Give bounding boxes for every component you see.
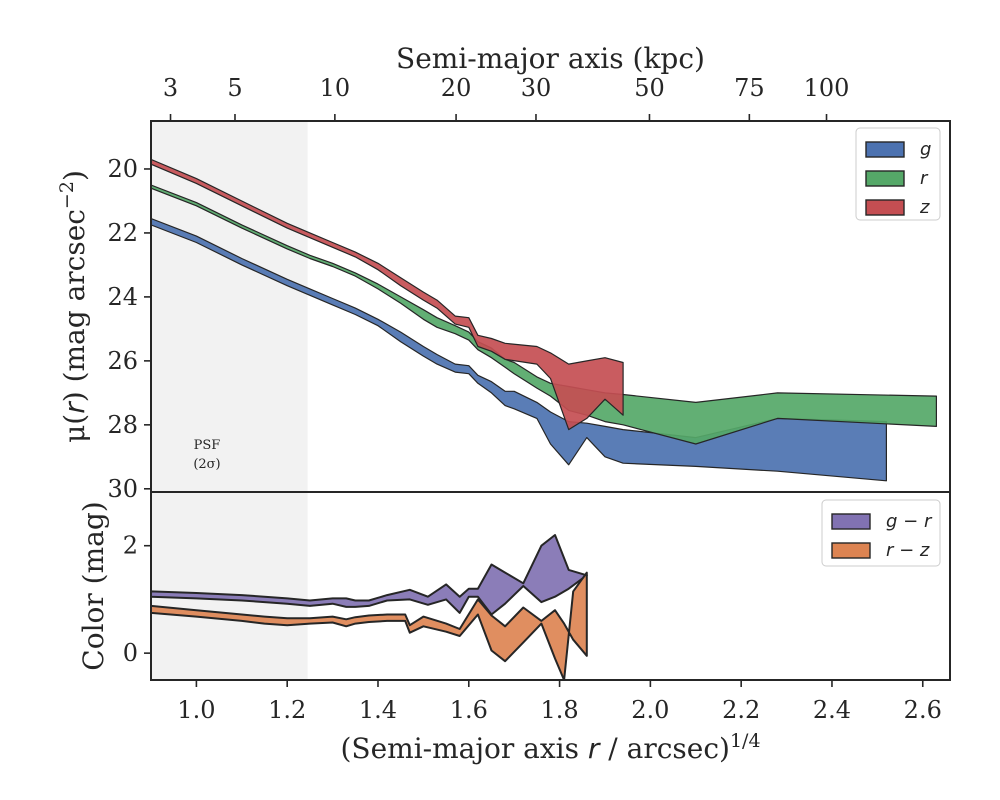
- band-legend-swatch: [865, 170, 905, 187]
- xtick-label: 1.4: [359, 696, 397, 724]
- band-g: [151, 217, 888, 482]
- kpc-tick-label: 100: [804, 74, 850, 102]
- kpc-tick-label: 75: [734, 74, 765, 102]
- kpc-tick-label: 20: [441, 74, 472, 102]
- kpc-tick-label: 10: [320, 74, 351, 102]
- color-ytick-label: 2: [123, 532, 138, 560]
- surface-brightness-axis-title: μ(r) (mag arcsec−2): [56, 170, 91, 443]
- radius-axis-title: (Semi-major axis r / arcsec)1/4: [340, 730, 760, 765]
- color-axis-title: Color (mag): [77, 501, 110, 670]
- color-legend: g − r r − z: [821, 499, 941, 567]
- color-legend-label: g − r: [886, 511, 933, 532]
- ytick-label: 28: [107, 411, 138, 439]
- xlabel-var: r: [588, 732, 601, 765]
- ylabel-suffix: ) (mag arcsec: [58, 209, 91, 402]
- band-legend-label: z: [919, 197, 930, 218]
- xtick-label: 2.4: [813, 696, 851, 724]
- band-legend-label: g: [920, 139, 931, 160]
- ytick-label: 30: [107, 475, 138, 503]
- xtick-label: 2.0: [631, 696, 669, 724]
- xtick-label: 2.2: [722, 696, 760, 724]
- xlabel-prefix: (Semi-major axis: [340, 732, 587, 765]
- ytick-label: 24: [107, 283, 138, 311]
- band-z: [151, 158, 624, 431]
- kpc-axis-title: Semi-major axis (kpc): [396, 42, 705, 75]
- psf-shaded-region: [151, 121, 308, 492]
- band-r: [151, 184, 938, 445]
- color-legend-label: r − z: [886, 540, 930, 561]
- xtick-label: 1.6: [450, 696, 488, 724]
- xlabel-suffix: / arcsec): [599, 732, 730, 765]
- x-ticks: 1.0 1.2 1.4 1.6 1.8 2.0 2.2 2.4 2.6: [177, 680, 942, 724]
- surface-brightness-bands: [151, 158, 938, 482]
- ytick-label: 26: [107, 347, 138, 375]
- band-legend-label: r: [920, 168, 929, 189]
- surface-brightness-panel: PSF (2σ) 20 22 24 26 28 30 3 5 10 20 30 50 75 100 Se…: [56, 42, 951, 503]
- psf-sigma-label: (2σ): [193, 457, 220, 472]
- color-legend-swatch: [831, 542, 871, 559]
- band-legend: grz: [855, 127, 941, 221]
- xtick-label: 1.8: [540, 696, 578, 724]
- ylabel-var: r: [58, 401, 91, 414]
- color-band-g-r: [151, 534, 588, 616]
- ylabel-sup: −2: [56, 181, 78, 209]
- band-legend-swatch: [865, 141, 905, 158]
- band-legend-swatch: [865, 199, 905, 216]
- color-panel: 02 1.0 1.2 1.4 1.6 1.8 2.0 2.2 2.4 2.6 Color (ma…: [77, 491, 951, 765]
- psf-shaded-region-color: [151, 492, 308, 680]
- color-ytick-label: 0: [123, 639, 138, 667]
- color-band-r-z: [151, 571, 588, 680]
- xtick-label: 2.6: [904, 696, 942, 724]
- ytick-label: 22: [107, 219, 138, 247]
- top-y-ticks: 20 22 24 26 28 30: [107, 155, 151, 503]
- kpc-tick-label: 30: [521, 74, 552, 102]
- kpc-tick-label: 50: [634, 74, 665, 102]
- ytick-label: 20: [107, 155, 138, 183]
- xtick-label: 1.2: [268, 696, 306, 724]
- kpc-ticks: 3 5 10 20 30 50 75 100: [163, 74, 850, 121]
- psf-label: PSF: [194, 438, 221, 453]
- color-bands: [151, 534, 588, 680]
- kpc-tick-label: 3: [163, 74, 178, 102]
- kpc-tick-label: 5: [227, 74, 242, 102]
- color-y-ticks: 02: [123, 532, 151, 667]
- ylabel-close: ): [58, 170, 91, 181]
- xtick-label: 1.0: [177, 696, 215, 724]
- color-legend-swatch: [831, 513, 871, 530]
- bottom-panel-frame: [150, 491, 951, 681]
- ylabel-prefix: μ(: [58, 414, 91, 443]
- xlabel-sup: 1/4: [730, 730, 761, 752]
